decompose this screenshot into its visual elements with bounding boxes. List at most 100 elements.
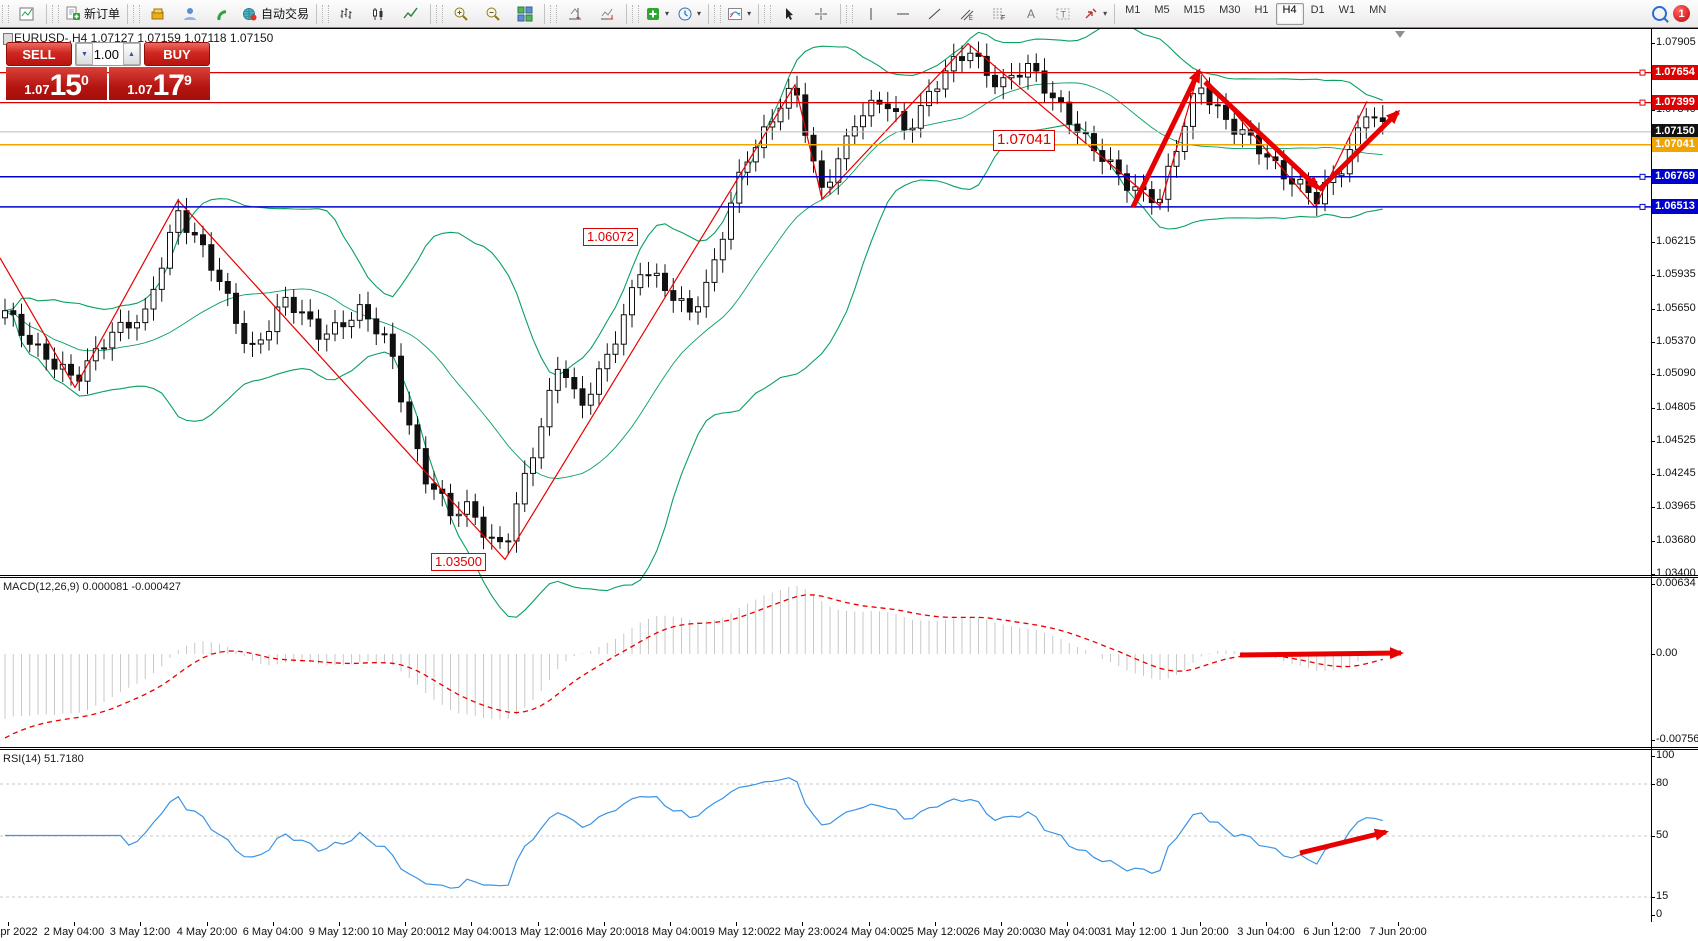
chart-window-icon[interactable] xyxy=(11,2,43,26)
time-axis-label: 13 May 12:00 xyxy=(504,926,572,938)
price-callout-label[interactable]: 1.03500 xyxy=(431,553,486,572)
shift-end-icon[interactable] xyxy=(559,2,591,26)
toolbar-separator xyxy=(430,3,432,24)
chart-area[interactable]: EURUSD-,H4 1.07127 1.07159 1.07118 1.071… xyxy=(0,24,1698,941)
support-icon[interactable] xyxy=(174,2,206,26)
zigzag-line[interactable] xyxy=(0,42,1368,561)
vline-icon[interactable] xyxy=(855,2,887,26)
axis-tick-mark xyxy=(1651,584,1655,585)
time-axis-label: 22 May 23:00 xyxy=(768,926,836,938)
timeframe-button-m1[interactable]: M1 xyxy=(1125,3,1141,16)
price-callout-label[interactable]: 1.07041 xyxy=(993,130,1056,151)
period-clock-icon[interactable]: ▾ xyxy=(673,2,705,26)
new-order-button[interactable]: 新订单 xyxy=(61,2,124,26)
auto-shift-icon[interactable] xyxy=(591,2,623,26)
macd-indicator-label: MACD(12,26,9) 0.000081 -0.000427 xyxy=(3,581,181,593)
timeframe-button-m30[interactable]: M30 xyxy=(1219,3,1241,16)
time-axis-label: 4 May 20:00 xyxy=(176,926,238,938)
price-callout-label[interactable]: 1.06072 xyxy=(583,228,638,247)
buy-button[interactable]: BUY xyxy=(144,42,210,66)
chart-canvas[interactable] xyxy=(0,24,1698,941)
signal-icon[interactable] xyxy=(206,2,238,26)
indicator-axis-label: -0.007563 xyxy=(1656,733,1698,745)
notification-badge[interactable]: 1 xyxy=(1673,5,1690,22)
tile-windows-icon[interactable] xyxy=(509,2,541,26)
axis-tick-mark xyxy=(1651,784,1655,785)
toolbar-grip xyxy=(764,4,772,23)
bars-chart-icon[interactable] xyxy=(331,2,363,26)
autotrading-button[interactable]: 自动交易 xyxy=(238,2,313,26)
timeframe-button-m15[interactable]: M15 xyxy=(1183,3,1206,16)
arrows-icon[interactable]: ▾ xyxy=(1079,2,1111,26)
zoom-out-icon[interactable] xyxy=(477,2,509,26)
time-tick-mark xyxy=(207,922,208,926)
price-axis-badge: 1.06769 xyxy=(1652,169,1698,184)
volume-decrease-button[interactable]: ▼ xyxy=(76,43,93,65)
search-icon[interactable] xyxy=(1652,6,1667,21)
trendline-icon[interactable] xyxy=(919,2,951,26)
axis-tick-mark xyxy=(1651,441,1655,442)
time-axis-label: 6 May 04:00 xyxy=(242,926,304,938)
price-axis-badge: 1.07654 xyxy=(1652,65,1698,80)
time-tick-mark xyxy=(471,922,472,926)
toolbar-separator xyxy=(316,3,318,24)
channel-icon[interactable]: E xyxy=(951,2,983,26)
svg-text:F: F xyxy=(1001,15,1005,22)
ask-price-display[interactable]: 1.07 17 9 xyxy=(109,67,210,101)
dropdown-caret-icon: ▾ xyxy=(747,9,752,18)
dropdown-caret-icon: ▾ xyxy=(1103,9,1108,18)
time-axis-label: 2 May 04:00 xyxy=(43,926,105,938)
market-watch-icon[interactable] xyxy=(142,2,174,26)
crosshair-icon[interactable] xyxy=(805,2,837,26)
bid-price-display[interactable]: 1.07 15 0 xyxy=(6,67,107,101)
add-indicator-icon[interactable]: ▾ xyxy=(641,2,673,26)
bid-pipette: 0 xyxy=(80,72,89,88)
fibonacci-icon[interactable]: F xyxy=(983,2,1015,26)
time-tick-mark xyxy=(405,922,406,926)
time-tick-mark xyxy=(869,922,870,926)
chart-shift-marker[interactable] xyxy=(1395,31,1405,38)
svg-text:A: A xyxy=(1027,7,1035,21)
ask-pipette: 9 xyxy=(183,72,192,88)
timeframe-button-h1[interactable]: H1 xyxy=(1254,3,1269,16)
sell-button[interactable]: SELL xyxy=(6,42,72,66)
axis-tick-mark xyxy=(1651,474,1655,475)
trend-arrow[interactable] xyxy=(1203,80,1321,191)
toolbar-grip xyxy=(322,4,330,23)
time-axis-label: 1 Jun 20:00 xyxy=(1171,926,1229,938)
timeframe-button-m5[interactable]: M5 xyxy=(1154,3,1170,16)
price-axis-label: 1.07905 xyxy=(1656,36,1696,48)
price-axis-label: 1.04805 xyxy=(1656,401,1696,413)
svg-text:E: E xyxy=(969,16,973,22)
volume-value[interactable]: 1.00 xyxy=(93,43,123,65)
indicator-axis-label: 0 xyxy=(1656,908,1663,920)
timeframe-button-d1[interactable]: D1 xyxy=(1310,3,1325,16)
time-axis-label: 18 May 04:00 xyxy=(636,926,704,938)
line-chart-icon[interactable] xyxy=(395,2,427,26)
toolbar-separator xyxy=(544,3,546,24)
rsi-line xyxy=(5,777,1383,889)
horizontal-lines[interactable] xyxy=(0,69,1651,210)
axis-tick-mark xyxy=(1651,507,1655,508)
axis-tick-mark xyxy=(1651,342,1655,343)
text-icon[interactable]: A xyxy=(1015,2,1047,26)
timeframe-button-mn[interactable]: MN xyxy=(1369,3,1387,16)
toolbar-grip xyxy=(846,4,854,23)
volume-increase-button[interactable]: ▲ xyxy=(123,43,140,65)
axis-tick-mark xyxy=(1651,740,1655,741)
macd-trend-arrow[interactable] xyxy=(1239,647,1404,660)
trend-arrow[interactable] xyxy=(1130,68,1202,209)
candles-chart-icon[interactable] xyxy=(363,2,395,26)
zoom-in-icon[interactable] xyxy=(445,2,477,26)
cursor-icon[interactable] xyxy=(773,2,805,26)
toolbar-grip xyxy=(133,4,141,23)
timeframe-button-w1[interactable]: W1 xyxy=(1338,3,1356,16)
label-icon[interactable]: T xyxy=(1047,2,1079,26)
template-icon[interactable]: ▾ xyxy=(723,2,755,26)
rsi-trend-arrow[interactable] xyxy=(1299,828,1389,856)
trend-arrow[interactable] xyxy=(1317,109,1401,192)
hline-icon[interactable] xyxy=(887,2,919,26)
axis-tick-mark xyxy=(1651,756,1655,757)
time-tick-mark xyxy=(802,922,803,926)
timeframe-button-h4[interactable]: H4 xyxy=(1275,2,1304,25)
